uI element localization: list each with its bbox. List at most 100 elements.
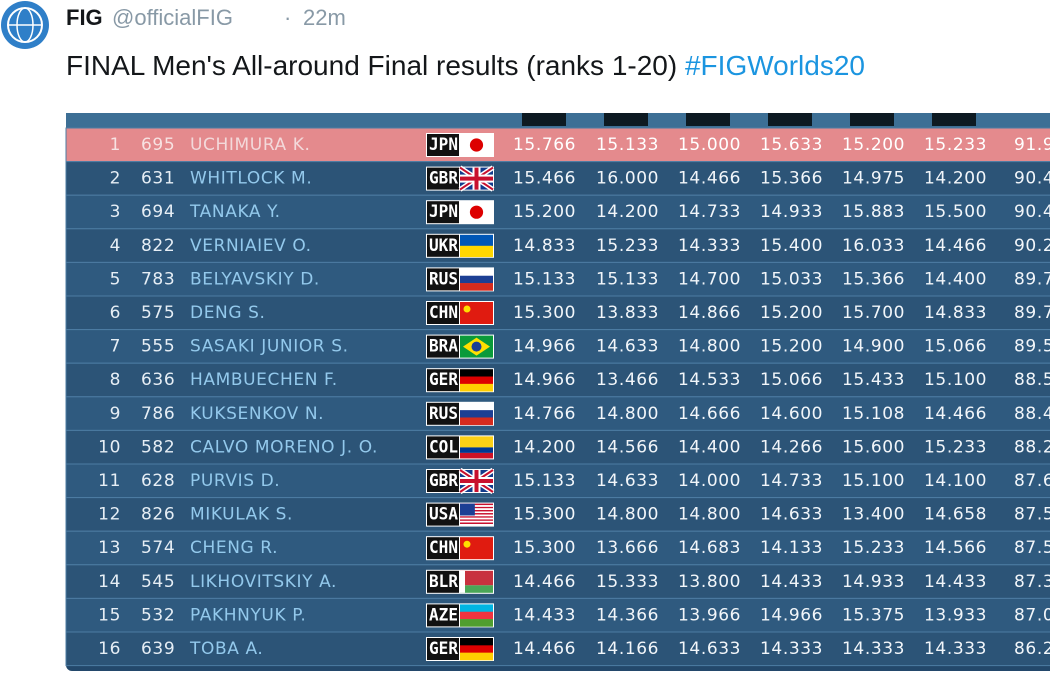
rank: 11 bbox=[98, 471, 121, 491]
flag-part bbox=[460, 537, 493, 560]
score: 15.766 bbox=[513, 135, 576, 155]
athlete-name: VERNIAIEV O. bbox=[190, 236, 312, 256]
nation-code-bg bbox=[427, 335, 459, 358]
timestamp[interactable]: 22m bbox=[303, 5, 346, 30]
score: 15.433 bbox=[842, 370, 905, 390]
user-handle[interactable]: @officialFIG bbox=[112, 5, 233, 30]
row-bg bbox=[65, 329, 1050, 364]
flag-part bbox=[460, 514, 493, 517]
nation-code: CHN bbox=[429, 538, 458, 558]
flag-part bbox=[460, 369, 493, 377]
flag-part bbox=[460, 275, 493, 284]
athlete-name: UCHIMURA K. bbox=[190, 135, 311, 155]
flag-part bbox=[460, 604, 493, 613]
score: 15.375 bbox=[842, 605, 905, 625]
flag bbox=[460, 638, 493, 661]
score: 15.200 bbox=[842, 135, 905, 155]
nation-code: RUS bbox=[429, 404, 458, 424]
score: 15.300 bbox=[513, 505, 576, 525]
flag bbox=[460, 369, 493, 392]
score: 14.866 bbox=[678, 303, 741, 323]
score: 14.466 bbox=[924, 236, 987, 256]
result-row: 8 636 HAMBUECHEN F. GER 14.966 13.466 14.533 15… bbox=[65, 362, 1050, 398]
nation-code: AZE bbox=[429, 605, 458, 625]
score: 14.683 bbox=[678, 538, 741, 558]
score: 15.200 bbox=[513, 202, 576, 222]
score: 14.966 bbox=[513, 370, 576, 390]
total: 89.5 bbox=[1014, 337, 1050, 357]
nation-code: GER bbox=[429, 370, 459, 390]
bib: 555 bbox=[141, 337, 175, 357]
hashtag[interactable]: #FIGWorlds20 bbox=[685, 50, 865, 81]
nation-code: COL bbox=[429, 437, 458, 457]
flag-part bbox=[460, 517, 493, 520]
score: 15.366 bbox=[760, 169, 823, 189]
result-row: 10 582 CALVO MORENO J. O. COL 14.200 14.566 14… bbox=[65, 429, 1050, 465]
flag-part bbox=[460, 302, 493, 324]
score: 14.566 bbox=[924, 538, 987, 558]
score: 15.233 bbox=[596, 236, 659, 256]
score: 14.333 bbox=[678, 236, 741, 256]
rank: 16 bbox=[98, 639, 121, 659]
rank: 6 bbox=[110, 303, 121, 323]
flag-part bbox=[460, 245, 493, 258]
score: 14.200 bbox=[513, 437, 576, 457]
score: 14.733 bbox=[678, 202, 741, 222]
score: 14.333 bbox=[924, 639, 987, 659]
score: 14.533 bbox=[678, 370, 741, 390]
flag-part bbox=[460, 524, 493, 526]
flag bbox=[460, 201, 493, 224]
nation-code-bg bbox=[427, 470, 459, 492]
result-row: 5 783 BELYAVSKIY D. RUS 15.133 15.133 14.700 15… bbox=[65, 261, 1050, 297]
flag-part bbox=[460, 511, 493, 514]
row-bg bbox=[65, 497, 1050, 532]
score: 14.466 bbox=[924, 404, 987, 424]
row-bg bbox=[65, 530, 1050, 566]
flag bbox=[460, 436, 493, 459]
bib: 574 bbox=[141, 538, 175, 558]
score: 14.200 bbox=[596, 202, 659, 222]
rank: 4 bbox=[110, 236, 121, 256]
score: 14.666 bbox=[678, 404, 741, 424]
flag-part bbox=[460, 506, 493, 509]
score: 15.883 bbox=[842, 202, 905, 222]
bib: 545 bbox=[141, 572, 175, 592]
athlete-name: CALVO MORENO J. O. bbox=[190, 437, 378, 457]
nation-code-bg bbox=[427, 503, 459, 526]
row-bg bbox=[65, 597, 1050, 633]
flag-part bbox=[460, 519, 493, 521]
row-bg bbox=[65, 161, 1050, 196]
score: 14.933 bbox=[760, 202, 823, 222]
bib: 826 bbox=[141, 505, 175, 525]
nation-code-bg bbox=[427, 638, 459, 660]
score: 14.466 bbox=[513, 639, 576, 659]
score: 14.633 bbox=[678, 639, 741, 659]
user-name[interactable]: FIG bbox=[66, 5, 103, 30]
score: 13.966 bbox=[678, 605, 741, 625]
flag-part bbox=[460, 509, 493, 512]
result-row: 11 628 PURVIS D. GBR 15.133 14.633 14.000 14.73… bbox=[65, 463, 1050, 499]
row-bg bbox=[65, 362, 1050, 398]
score: 14.100 bbox=[924, 471, 987, 491]
total: 88.5 bbox=[1014, 370, 1050, 390]
rank: 13 bbox=[98, 538, 121, 558]
flag-part bbox=[460, 611, 493, 620]
result-row: 16 639 TOBA A. GER 14.466 14.166 14.633 14.333 1… bbox=[65, 631, 1050, 667]
score: 14.333 bbox=[760, 639, 823, 659]
result-row: 13 574 CHENG R. CHN 15.300 13.666 14.683 14.133… bbox=[65, 530, 1050, 566]
nation-code: BRA bbox=[429, 337, 458, 357]
result-row: 7 555 SASAKI JUNIOR S. BRA 14.966 14.633 14.80… bbox=[65, 329, 1050, 364]
score: 14.658 bbox=[924, 505, 987, 525]
score: 15.000 bbox=[678, 135, 741, 155]
result-row: 14 545 LIKHOVITSKIY A. BLR 14.466 15.333 13.80… bbox=[65, 564, 1050, 599]
athlete-name: MIKULAK S. bbox=[190, 505, 293, 525]
score: 15.633 bbox=[760, 135, 823, 155]
flag-part bbox=[474, 470, 479, 492]
athlete-name: KUKSENKOV N. bbox=[190, 404, 324, 424]
flag bbox=[460, 268, 493, 291]
row-bg bbox=[65, 631, 1050, 667]
flag-part bbox=[460, 652, 493, 661]
score: 16.000 bbox=[596, 169, 659, 189]
score: 15.233 bbox=[924, 437, 987, 457]
